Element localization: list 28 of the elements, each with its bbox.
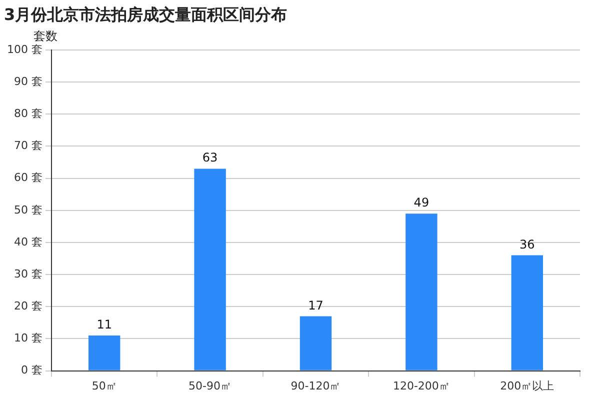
y-tick-label: 70 套 — [14, 139, 42, 152]
y-tick-label: 20 套 — [14, 300, 42, 312]
bar — [194, 168, 226, 370]
y-axis-title: 套数 — [33, 29, 58, 43]
y-tick-label: 100 套 — [6, 42, 42, 56]
bar — [406, 214, 438, 370]
x-tick-label: 90-120㎡ — [290, 379, 341, 392]
data-label: 11 — [96, 318, 112, 332]
x-tick-label: 50㎡ — [92, 379, 117, 392]
bar — [300, 316, 332, 370]
bar — [511, 255, 544, 370]
data-label: 63 — [202, 150, 218, 165]
y-tick-label: 50 套 — [14, 203, 42, 216]
x-tick-label: 50-90㎡ — [188, 379, 232, 392]
bar — [88, 336, 120, 370]
data-label: 17 — [308, 298, 324, 312]
y-tick-label: 60 套 — [14, 171, 42, 184]
y-tick-label: 0 套 — [20, 364, 42, 377]
data-label: 36 — [520, 237, 535, 252]
x-tick-label: 200㎡以上 — [500, 379, 554, 392]
y-tick-label: 10 套 — [14, 332, 42, 345]
y-tick-label: 30 套 — [14, 267, 42, 280]
chart-title: 3月份北京市法拍房成交量面积区间分布 — [4, 5, 288, 24]
data-label: 49 — [414, 196, 430, 210]
y-tick-label: 40 套 — [14, 235, 42, 248]
x-tick-label: 120-200㎡ — [392, 379, 450, 392]
y-tick-label: 80 套 — [14, 107, 42, 120]
y-tick-label: 90 套 — [14, 74, 42, 88]
